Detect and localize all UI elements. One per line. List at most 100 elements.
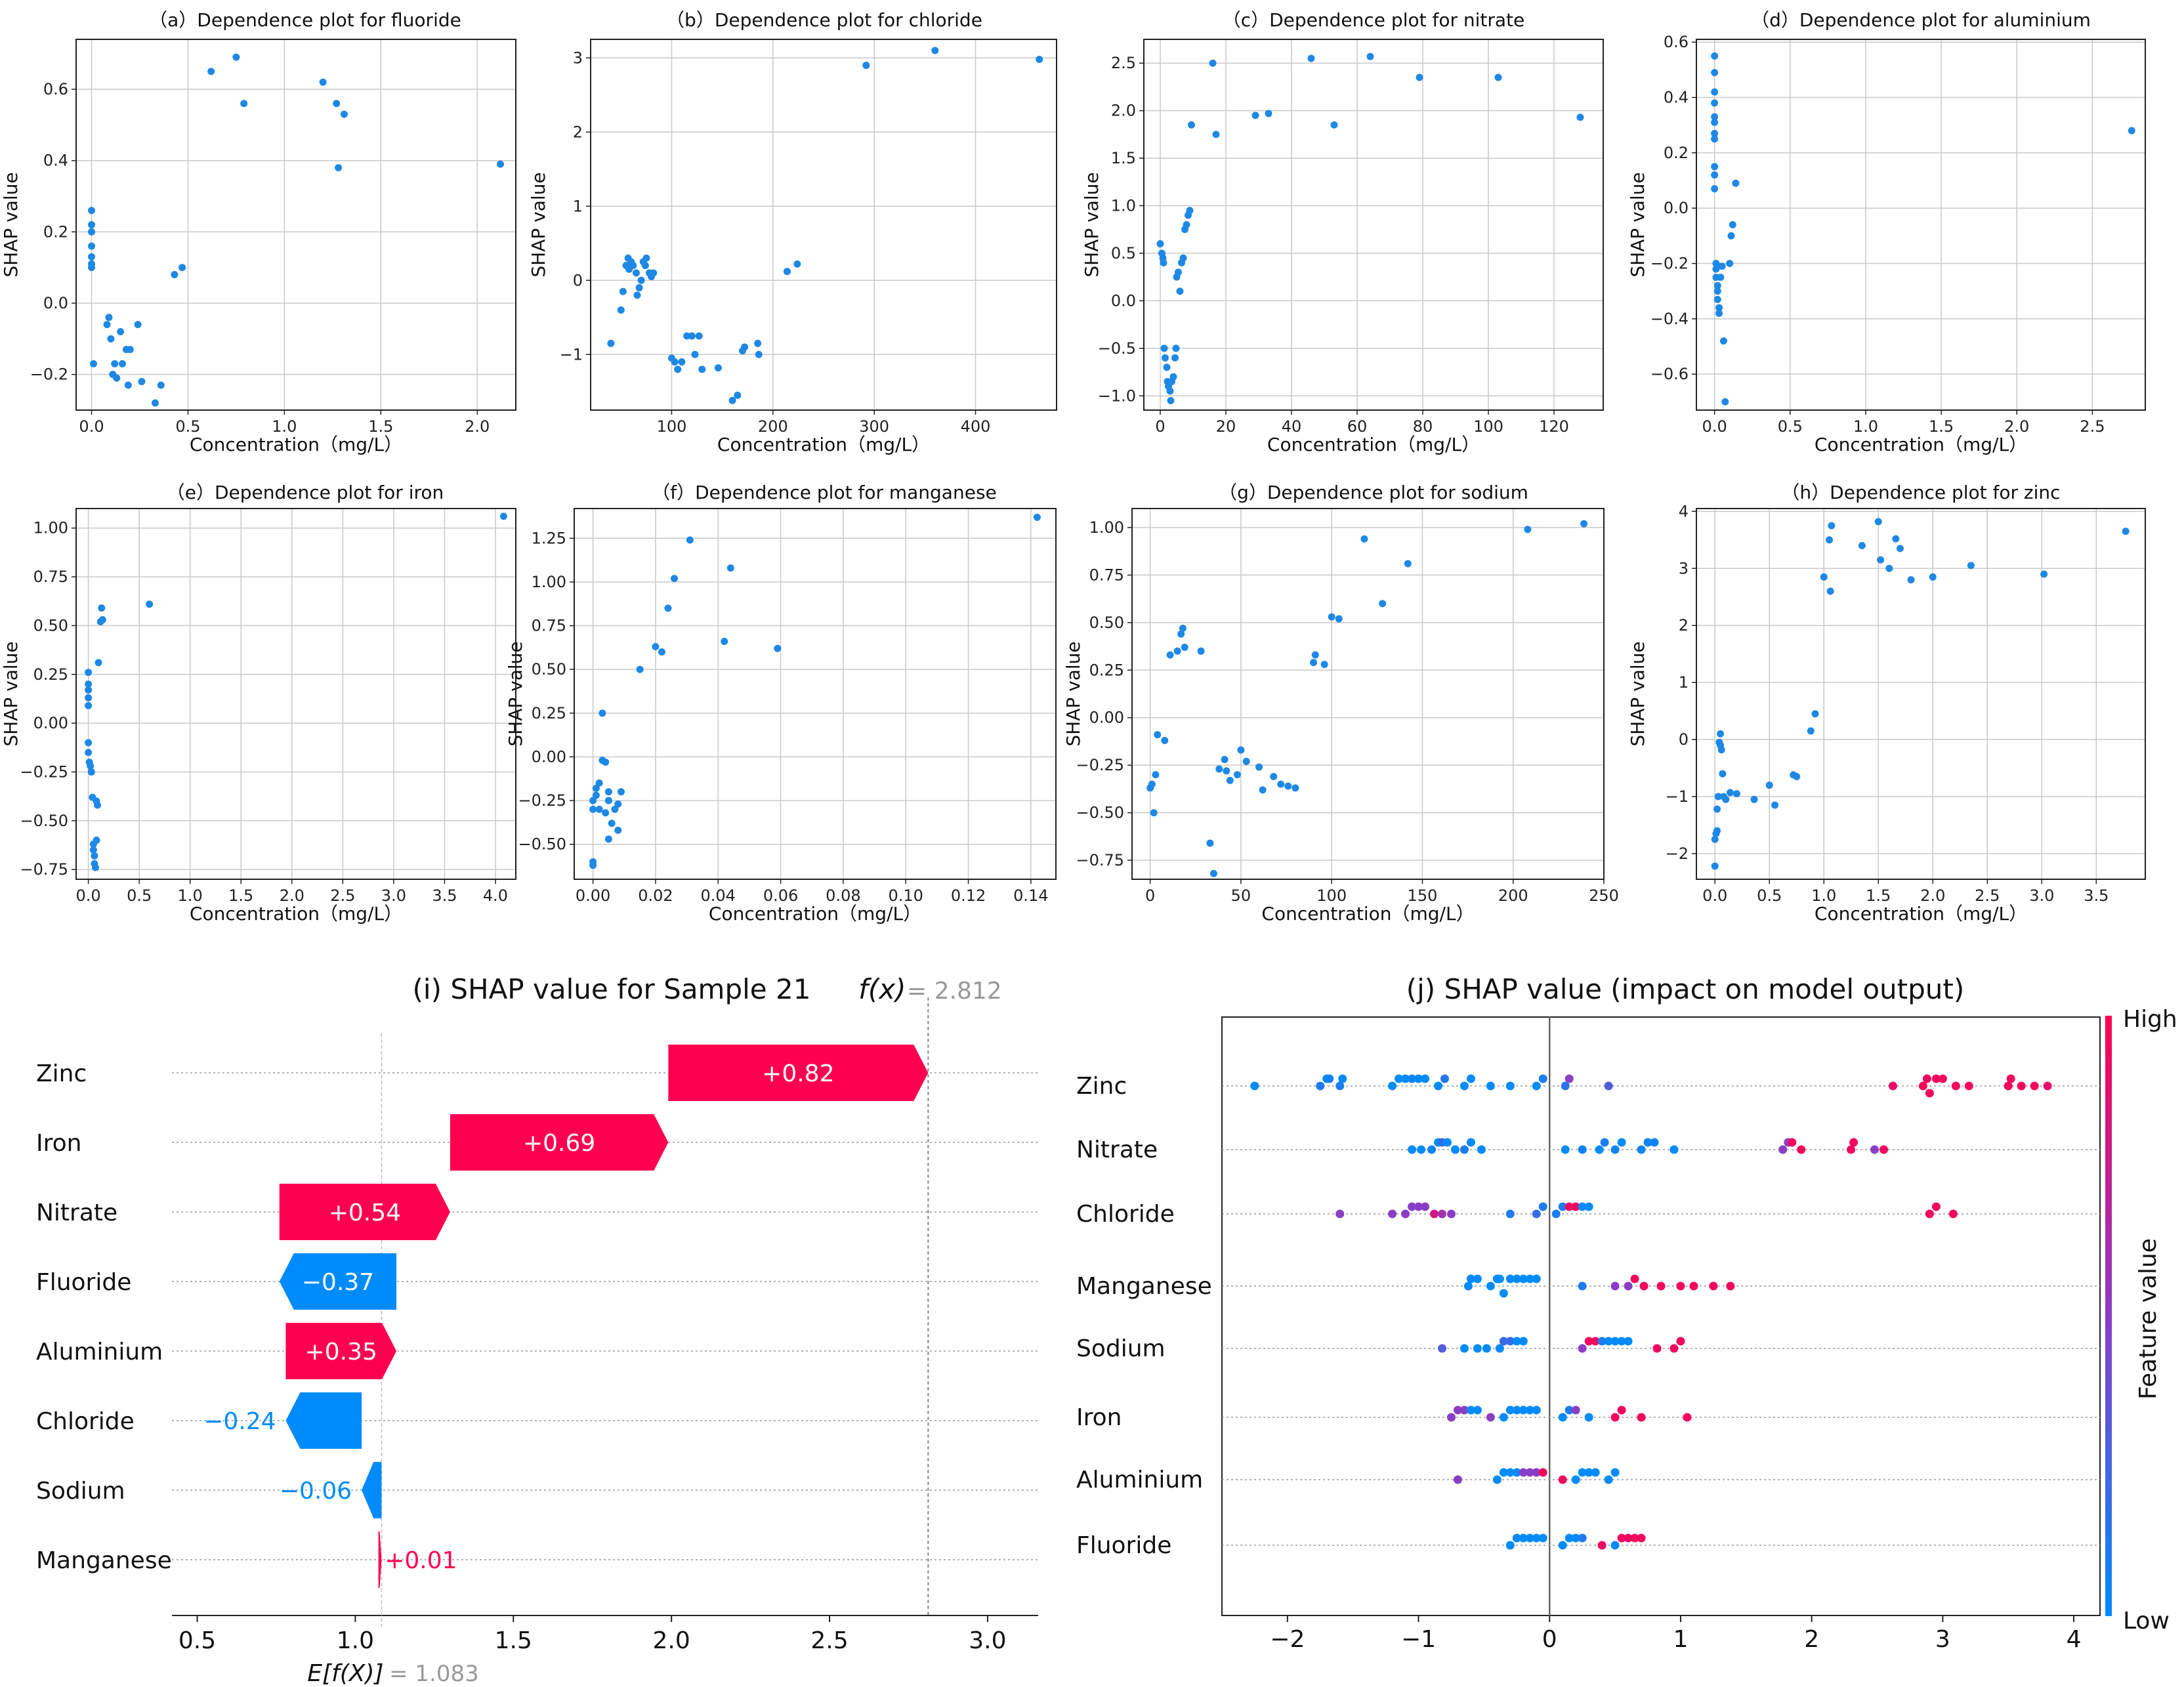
data-point bbox=[1811, 710, 1819, 718]
data-point bbox=[178, 264, 186, 272]
beeswarm-point bbox=[1505, 1468, 1515, 1477]
beeswarm-point bbox=[1564, 1074, 1574, 1083]
y-tick-label: 1.00 bbox=[1089, 518, 1124, 537]
data-point bbox=[1242, 757, 1250, 765]
data-point bbox=[85, 669, 93, 677]
x-tick-label: 100 bbox=[1473, 417, 1503, 436]
data-point bbox=[1732, 179, 1740, 187]
beeswarm-point bbox=[1460, 1406, 1469, 1415]
dependence-panel-b: 100 200 300 400 −1 0 1 2 3 （b）Dependence plot for… bbox=[528, 9, 1057, 455]
data-point bbox=[1711, 135, 1719, 143]
data-point bbox=[608, 820, 616, 827]
beeswarm-point bbox=[1440, 1074, 1449, 1083]
x-tick-label: 400 bbox=[961, 417, 991, 436]
data-point bbox=[93, 837, 100, 844]
beeswarm-point bbox=[1499, 1337, 1508, 1346]
beeswarm-point bbox=[1434, 1081, 1443, 1091]
data-point bbox=[714, 364, 722, 372]
panel-title: （b）Dependence plot for chloride bbox=[666, 9, 982, 31]
data-point bbox=[1719, 337, 1727, 345]
data-point bbox=[496, 160, 504, 168]
y-tick-label: 1.25 bbox=[532, 529, 566, 547]
data-point bbox=[1727, 232, 1735, 240]
beeswarm-point bbox=[1676, 1337, 1685, 1346]
y-tick-label: 0.00 bbox=[1089, 709, 1124, 727]
data-point bbox=[340, 110, 348, 118]
beeswarm-point bbox=[1408, 1202, 1417, 1211]
data-point bbox=[2040, 570, 2048, 578]
data-point bbox=[1179, 254, 1187, 262]
beeswarm-point bbox=[1670, 1344, 1679, 1353]
x-tick-label: 2.0 bbox=[1920, 886, 1945, 905]
beeswarm-point bbox=[1408, 1145, 1417, 1154]
x-tick-label: 2.5 bbox=[2080, 417, 2105, 436]
x-tick-label: 0.5 bbox=[175, 417, 200, 436]
data-point bbox=[1335, 615, 1343, 623]
beeswarm-point bbox=[1499, 1468, 1508, 1477]
data-point bbox=[85, 694, 93, 701]
data-point bbox=[1711, 171, 1719, 179]
data-point bbox=[595, 805, 603, 813]
x-tick-label: 1.5 bbox=[1866, 886, 1891, 905]
feature-label: Nitrate bbox=[1076, 1136, 1158, 1163]
beeswarm-point bbox=[1466, 1406, 1475, 1415]
data-point bbox=[1717, 274, 1725, 281]
waterfall-value-label: +0.82 bbox=[762, 1060, 834, 1087]
data-point bbox=[1713, 827, 1721, 835]
data-point bbox=[1171, 354, 1179, 362]
data-point bbox=[171, 271, 178, 279]
panel-title: （c）Dependence plot for nitrate bbox=[1223, 9, 1525, 31]
data-point bbox=[1576, 114, 1584, 121]
waterfall-bar bbox=[279, 1184, 450, 1240]
data-point bbox=[635, 284, 643, 292]
data-point bbox=[126, 346, 134, 354]
data-point bbox=[207, 68, 215, 75]
beeswarm-point bbox=[1519, 1468, 1528, 1477]
beeswarm-point bbox=[1931, 1202, 1941, 1211]
data-point bbox=[1328, 613, 1335, 621]
beeswarm-point bbox=[1473, 1406, 1482, 1415]
y-tick-label: −0.25 bbox=[1076, 756, 1124, 774]
x-tick-label: 0.14 bbox=[1013, 886, 1048, 905]
beeswarm-point bbox=[1584, 1413, 1593, 1422]
y-tick-label: −0.5 bbox=[1098, 339, 1136, 358]
data-point bbox=[1713, 281, 1721, 289]
y-tick-label: 1 bbox=[1679, 673, 1689, 692]
data-point bbox=[1033, 513, 1041, 521]
y-axis-label: SHAP value bbox=[1627, 172, 1648, 277]
beeswarm-point bbox=[1505, 1081, 1515, 1091]
data-point bbox=[1277, 780, 1285, 788]
beeswarm-point bbox=[1948, 1209, 1958, 1218]
x-tick-label: 1.0 bbox=[1811, 886, 1836, 905]
data-point bbox=[1154, 731, 1162, 739]
data-point bbox=[1360, 535, 1368, 543]
beeswarm-point bbox=[1538, 1202, 1547, 1211]
beeswarm-point bbox=[1591, 1468, 1600, 1477]
x-tick-label: 2.0 bbox=[653, 1627, 690, 1654]
beeswarm-point bbox=[1670, 1145, 1679, 1154]
x-tick-label: 2.5 bbox=[1975, 886, 2000, 905]
data-point bbox=[1711, 163, 1719, 171]
beeswarm-point bbox=[1922, 1074, 1931, 1083]
data-point bbox=[1729, 221, 1736, 228]
x-tick-label: 0.5 bbox=[178, 1627, 216, 1654]
waterfall-title: (i) SHAP value for Sample 21 bbox=[413, 973, 811, 1005]
beeswarm-point bbox=[1624, 1533, 1633, 1543]
data-point bbox=[119, 360, 127, 367]
y-axis-label: SHAP value bbox=[1081, 172, 1102, 277]
beeswarm-point bbox=[1571, 1533, 1580, 1543]
data-point bbox=[1967, 562, 1975, 570]
data-point bbox=[931, 47, 939, 54]
data-point bbox=[1173, 647, 1181, 655]
data-point bbox=[1148, 780, 1156, 788]
beeswarm-point bbox=[1335, 1081, 1345, 1091]
beeswarm-point bbox=[1486, 1281, 1495, 1291]
beeswarm-point bbox=[1532, 1274, 1541, 1283]
data-point bbox=[1524, 526, 1532, 533]
data-point bbox=[98, 616, 106, 623]
y-tick-label: −0.2 bbox=[30, 365, 68, 384]
beeswarm-point bbox=[1578, 1344, 1587, 1353]
data-point bbox=[595, 779, 603, 787]
beeswarm-point bbox=[1604, 1475, 1613, 1484]
data-point bbox=[1718, 262, 1726, 270]
